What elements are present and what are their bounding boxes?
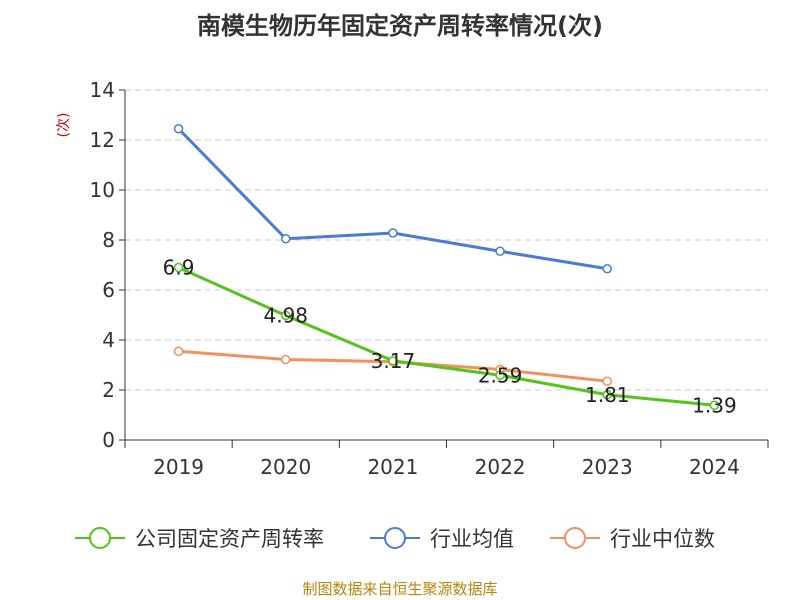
data-point	[173, 346, 184, 356]
series-lines	[173, 124, 720, 410]
data-point	[388, 356, 398, 366]
data-point	[495, 370, 505, 380]
chart-title: 南模生物历年固定资产周转率情况(次)	[197, 12, 603, 40]
y-tick-label: 0	[102, 428, 115, 452]
data-labels: 6.9 4.98 3.17 2.59 1.81 1.39	[163, 256, 737, 418]
legend-label: 行业均值	[430, 527, 514, 551]
data-point	[281, 354, 291, 365]
series-line	[177, 127, 608, 271]
data-label: 1.81	[585, 383, 630, 407]
data-point	[602, 376, 612, 386]
y-tick-label: 12	[90, 128, 115, 152]
y-tick-label: 2	[102, 378, 115, 402]
legend-swatch-marker	[384, 527, 406, 549]
legend-swatch-marker	[89, 527, 111, 549]
data-point	[602, 264, 612, 274]
data-point	[709, 400, 720, 410]
data-point	[602, 390, 612, 400]
grid-lines	[125, 89, 768, 391]
y-tick-label: 8	[102, 228, 115, 252]
legend: 公司固定资产周转率 行业均值 行业中位数	[75, 527, 715, 551]
x-tick-label: 2023	[582, 455, 633, 479]
data-label: 1.39	[692, 393, 737, 417]
data-point	[173, 124, 184, 134]
data-label: 3.17	[371, 349, 416, 373]
legend-swatch-marker	[564, 527, 586, 549]
x-tick-label: 2019	[153, 455, 204, 479]
y-axis-title: (次)	[56, 113, 72, 138]
data-point	[495, 246, 505, 256]
x-tick-label: 2021	[367, 455, 418, 479]
y-tick-label: 4	[102, 328, 115, 352]
data-label: 4.98	[263, 304, 308, 328]
x-tick-label: 2020	[260, 455, 311, 479]
data-label: 2.59	[478, 363, 523, 387]
data-label: 6.9	[163, 256, 195, 280]
legend-label: 公司固定资产周转率	[135, 527, 324, 551]
legend-label: 行业中位数	[610, 527, 715, 551]
y-tick-label: 6	[102, 278, 115, 302]
y-tick-label: 14	[90, 78, 115, 102]
series-line	[177, 266, 715, 407]
data-point	[388, 228, 398, 238]
y-tick-label: 10	[90, 178, 115, 202]
x-tick-label: 2022	[475, 455, 526, 479]
data-point	[281, 234, 291, 244]
x-tick-label: 2024	[689, 455, 740, 479]
data-source-note: 制图数据来自恒生聚源数据库	[302, 580, 498, 598]
data-point	[281, 310, 291, 321]
axes: 0 2 4 6 8 10 12 14 (次) 2019 2020 2021 2022 2023 2024	[56, 78, 769, 479]
data-point	[173, 262, 184, 273]
